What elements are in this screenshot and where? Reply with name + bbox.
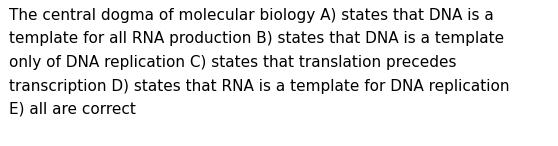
- Text: transcription D) states that RNA is a template for DNA replication: transcription D) states that RNA is a te…: [9, 79, 509, 93]
- Text: template for all RNA production B) states that DNA is a template: template for all RNA production B) state…: [9, 32, 504, 46]
- Text: The central dogma of molecular biology A) states that DNA is a: The central dogma of molecular biology A…: [9, 8, 494, 23]
- Text: only of DNA replication C) states that translation precedes: only of DNA replication C) states that t…: [9, 55, 456, 70]
- Text: E) all are correct: E) all are correct: [9, 102, 136, 117]
